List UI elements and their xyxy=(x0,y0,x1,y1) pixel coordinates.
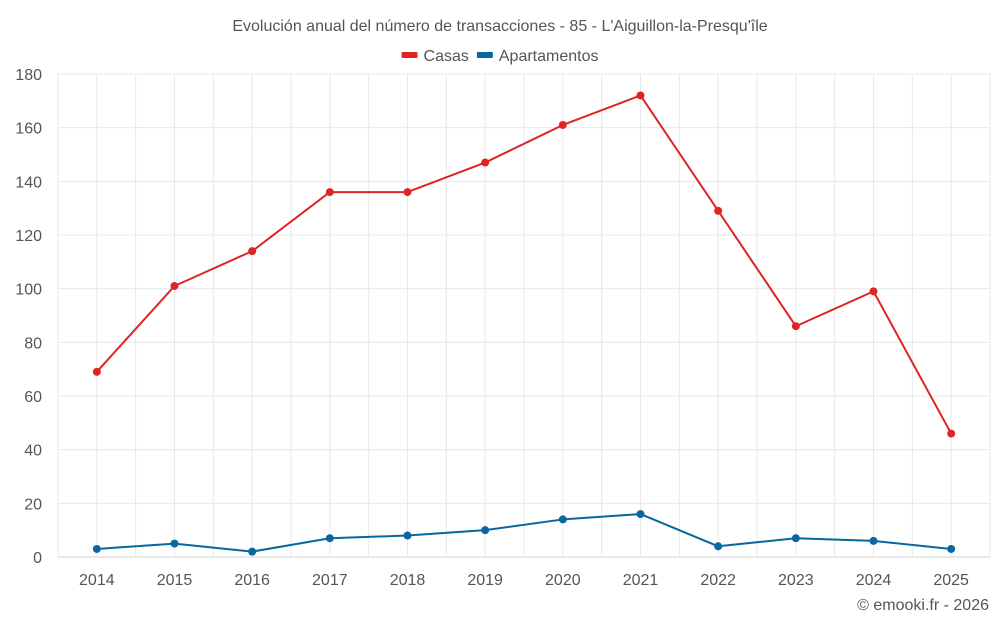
data-point-apartamentos-2022[interactable] xyxy=(714,542,723,551)
legend: Casas Apartamentos xyxy=(401,48,599,65)
legend-label: Casas xyxy=(424,48,469,65)
data-point-casas-2019[interactable] xyxy=(481,158,490,167)
x-axis-ticks: 2014 2015 2016 2017 2018 2019 2020 2021 2022 2023… xyxy=(79,572,969,589)
y-tick-label: 60 xyxy=(24,389,42,406)
y-tick-label: 140 xyxy=(15,174,42,191)
x-tick-label: 2023 xyxy=(778,572,814,589)
data-point-apartamentos-2023[interactable] xyxy=(791,534,800,543)
legend-item-casas[interactable]: Casas xyxy=(401,48,469,65)
y-tick-label: 20 xyxy=(24,496,42,513)
data-point-casas-2018[interactable] xyxy=(403,188,412,197)
x-tick-label: 2014 xyxy=(79,572,115,589)
data-point-casas-2016[interactable] xyxy=(248,247,257,256)
x-tick-label: 2015 xyxy=(157,572,193,589)
data-point-apartamentos-2014[interactable] xyxy=(92,544,101,553)
legend-label: Apartamentos xyxy=(499,48,599,65)
data-point-apartamentos-2018[interactable] xyxy=(403,531,412,540)
x-tick-label: 2019 xyxy=(467,572,503,589)
x-tick-label: 2021 xyxy=(623,572,659,589)
y-tick-label: 120 xyxy=(15,228,42,245)
x-gridlines xyxy=(57,74,991,557)
chart-title: Evolución anual del número de transaccio… xyxy=(232,18,767,35)
x-tick-label: 2018 xyxy=(390,572,426,589)
y-tick-label: 160 xyxy=(15,121,42,138)
x-tick-label: 2025 xyxy=(933,572,969,589)
data-point-casas-2015[interactable] xyxy=(170,281,179,290)
y-tick-label: 40 xyxy=(24,443,42,460)
data-point-apartamentos-2016[interactable] xyxy=(248,547,257,556)
series-apartamentos xyxy=(92,510,956,556)
series-casas xyxy=(92,91,956,438)
data-point-casas-2017[interactable] xyxy=(325,188,334,197)
y-tick-label: 80 xyxy=(24,335,42,352)
data-point-apartamentos-2019[interactable] xyxy=(481,526,490,535)
y-axis-ticks: 0 20 40 60 80 100 120 140 160 180 xyxy=(15,67,42,567)
x-tick-label: 2017 xyxy=(312,572,348,589)
data-point-casas-2022[interactable] xyxy=(714,206,723,215)
data-point-casas-2020[interactable] xyxy=(558,120,567,129)
y-tick-label: 180 xyxy=(15,67,42,84)
legend-item-apartamentos[interactable]: Apartamentos xyxy=(476,48,599,65)
x-tick-label: 2024 xyxy=(856,572,892,589)
legend-swatch xyxy=(476,52,493,58)
data-point-casas-2021[interactable] xyxy=(636,91,645,100)
x-tick-label: 2022 xyxy=(700,572,736,589)
legend-swatch xyxy=(401,52,418,58)
credit-text: © emooki.fr - 2026 xyxy=(857,597,989,614)
y-tick-label: 0 xyxy=(33,550,42,567)
data-point-apartamentos-2025[interactable] xyxy=(947,544,956,553)
data-point-casas-2023[interactable] xyxy=(791,322,800,331)
series-line-casas xyxy=(96,94,953,435)
data-point-apartamentos-2020[interactable] xyxy=(558,515,567,524)
data-point-casas-2025[interactable] xyxy=(947,429,956,438)
series-line-apartamentos xyxy=(96,513,952,553)
data-point-casas-2024[interactable] xyxy=(869,287,878,296)
x-tick-label: 2020 xyxy=(545,572,581,589)
data-point-apartamentos-2017[interactable] xyxy=(325,534,334,543)
data-point-casas-2014[interactable] xyxy=(92,367,101,376)
data-point-apartamentos-2021[interactable] xyxy=(636,510,645,519)
y-tick-label: 100 xyxy=(15,282,42,299)
series-layer xyxy=(92,91,956,556)
x-tick-label: 2016 xyxy=(234,572,270,589)
data-point-apartamentos-2024[interactable] xyxy=(869,536,878,545)
data-point-apartamentos-2015[interactable] xyxy=(170,539,179,548)
